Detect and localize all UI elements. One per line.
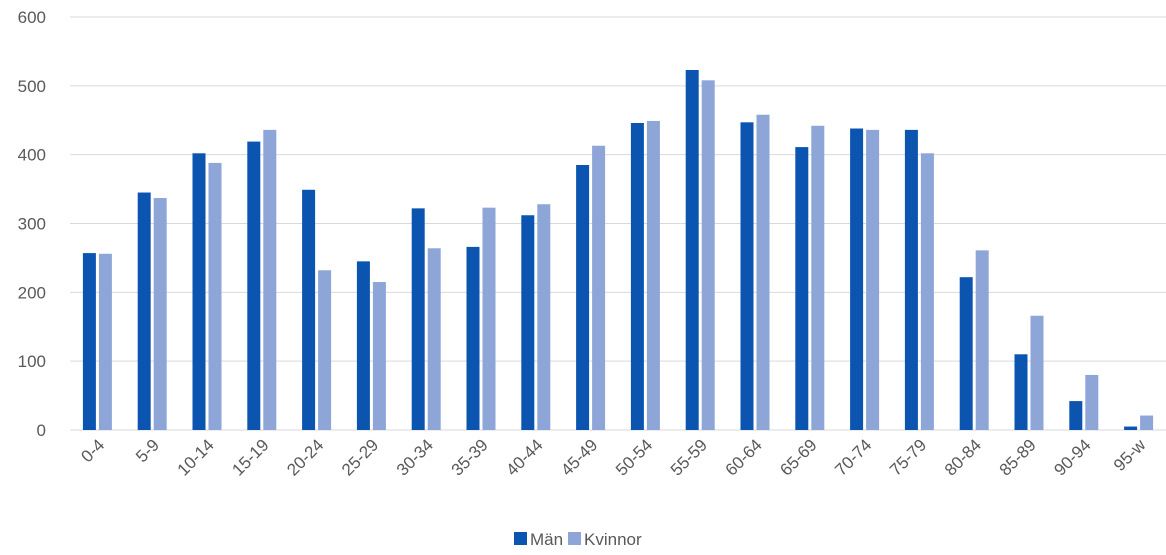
x-tick-label: 85-89 bbox=[996, 435, 1040, 479]
x-tick-label: 90-94 bbox=[1050, 435, 1094, 479]
y-tick-label: 500 bbox=[18, 77, 46, 96]
bar bbox=[630, 123, 644, 431]
bar bbox=[466, 246, 480, 430]
bar bbox=[1085, 374, 1099, 430]
bar bbox=[318, 270, 332, 430]
legend-swatch-man bbox=[514, 532, 527, 545]
y-tick-label: 100 bbox=[18, 352, 46, 371]
bar bbox=[576, 164, 590, 430]
bar bbox=[356, 261, 370, 430]
bar bbox=[263, 129, 277, 431]
bar bbox=[685, 70, 699, 431]
bar bbox=[646, 120, 660, 431]
x-tick-label: 30-34 bbox=[393, 435, 437, 479]
x-tick-label: 15-19 bbox=[228, 435, 272, 479]
bar bbox=[98, 253, 112, 430]
bar bbox=[866, 129, 880, 431]
bar bbox=[82, 253, 96, 430]
bar bbox=[247, 141, 261, 431]
x-tick-label: 55-59 bbox=[667, 435, 711, 479]
x-axis: 0-4 5-9 10-14 15-19 20-24 25-29 30-34 35-39 40-4… bbox=[77, 435, 1150, 480]
bar bbox=[756, 114, 770, 430]
x-tick-label: 80-84 bbox=[941, 435, 985, 479]
bar bbox=[795, 147, 809, 430]
bar bbox=[427, 248, 441, 430]
y-tick-label: 200 bbox=[18, 283, 46, 302]
bar bbox=[153, 198, 167, 430]
y-axis: 0 100 200 300 400 500 600 bbox=[18, 8, 46, 440]
bar bbox=[482, 207, 496, 430]
x-tick-label: 0-4 bbox=[77, 435, 108, 466]
x-tick-label: 65-69 bbox=[776, 435, 820, 479]
bar bbox=[811, 125, 825, 431]
x-tick-label: 5-9 bbox=[132, 435, 163, 466]
gridlines bbox=[70, 16, 1166, 431]
bar bbox=[411, 208, 425, 430]
bar bbox=[302, 189, 316, 430]
bar bbox=[208, 162, 222, 430]
bar bbox=[372, 282, 386, 430]
bar bbox=[920, 153, 934, 431]
x-tick-label: 50-54 bbox=[612, 435, 656, 479]
x-tick-label: 40-44 bbox=[502, 435, 546, 479]
bar bbox=[959, 277, 973, 430]
legend-label-kvinnor: Kvinnor bbox=[584, 530, 642, 549]
bar bbox=[975, 250, 989, 430]
bar bbox=[701, 80, 715, 431]
y-tick-label: 400 bbox=[18, 146, 46, 165]
x-tick-label: 10-14 bbox=[174, 435, 218, 479]
y-tick-label: 0 bbox=[37, 421, 46, 440]
x-tick-label: 60-64 bbox=[722, 435, 766, 479]
x-tick-label: 25-29 bbox=[338, 435, 382, 479]
bar bbox=[521, 215, 535, 430]
bar bbox=[537, 204, 551, 430]
x-tick-label: 75-79 bbox=[886, 435, 930, 479]
x-tick-label: 35-39 bbox=[448, 435, 492, 479]
bar bbox=[592, 145, 606, 431]
bar bbox=[137, 192, 151, 430]
x-tick-label: 45-49 bbox=[557, 435, 601, 479]
bar bbox=[1140, 415, 1154, 430]
legend-swatch-kvinnor bbox=[568, 532, 581, 545]
bar bbox=[1014, 354, 1028, 430]
bar bbox=[192, 153, 206, 431]
y-tick-label: 300 bbox=[18, 215, 46, 234]
x-tick-label: 95-w bbox=[1110, 435, 1150, 475]
bar bbox=[1069, 401, 1083, 430]
bars bbox=[82, 70, 1154, 431]
bar bbox=[850, 128, 864, 430]
bar bbox=[1124, 426, 1138, 430]
bar bbox=[1030, 315, 1044, 430]
x-tick-label: 20-24 bbox=[283, 435, 327, 479]
x-tick-label: 70-74 bbox=[831, 435, 875, 479]
legend-label-man: Män bbox=[530, 530, 563, 549]
legend: Män Kvinnor bbox=[514, 530, 642, 549]
bar bbox=[740, 122, 754, 430]
bar bbox=[904, 129, 918, 431]
y-tick-label: 600 bbox=[18, 8, 46, 27]
